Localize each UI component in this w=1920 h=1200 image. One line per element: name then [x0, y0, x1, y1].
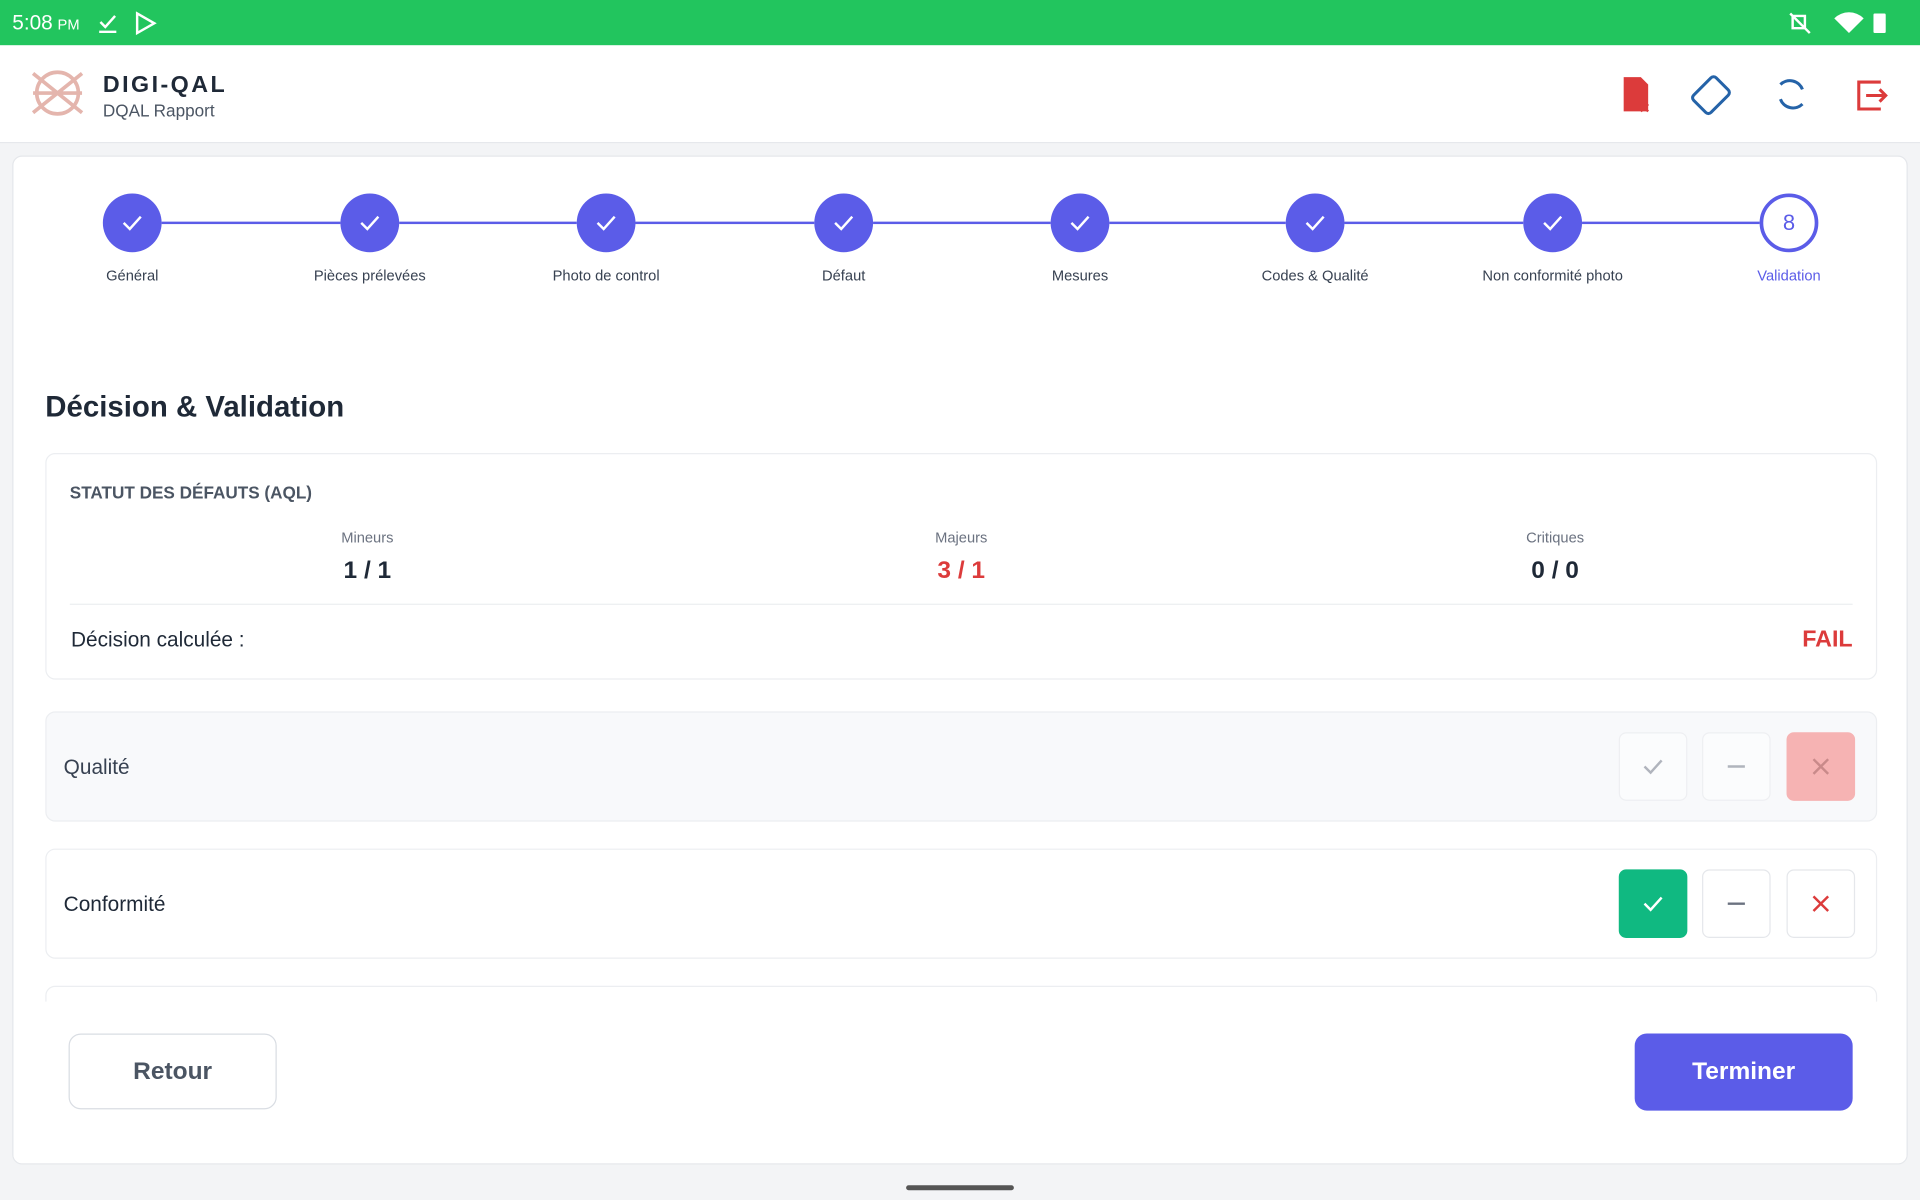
- step-circle[interactable]: [102, 193, 162, 253]
- step-label[interactable]: Codes & Qualité: [1261, 266, 1369, 285]
- quality-row: Qualité: [45, 711, 1878, 822]
- step-connector: [635, 221, 815, 225]
- aql-value: 0 / 0: [1531, 557, 1579, 585]
- divider: [69, 603, 1853, 605]
- aql-heading: STATUT DES DÉFAUTS (AQL): [69, 482, 313, 503]
- step-connector: [399, 221, 577, 225]
- app-header: DIGI-QAL DQAL Rapport: [0, 45, 1920, 144]
- step-circle[interactable]: [1050, 193, 1110, 253]
- step-circle[interactable]: [1285, 193, 1345, 253]
- step-circle[interactable]: [1523, 193, 1583, 253]
- status-bar: 5:08 PM: [0, 0, 1920, 46]
- status-icons: [99, 11, 157, 36]
- step-circle[interactable]: [340, 193, 400, 253]
- status-system-icons: [1789, 12, 1886, 34]
- step-connector: [1582, 221, 1760, 225]
- row-label: Qualité: [63, 755, 130, 779]
- neutral-button[interactable]: [1702, 732, 1771, 801]
- back-button[interactable]: Retour: [68, 1033, 277, 1110]
- step-label[interactable]: Défaut: [822, 266, 866, 285]
- step-connector: [1109, 221, 1286, 225]
- step-circle[interactable]: [576, 193, 636, 253]
- section-title: Décision & Validation: [45, 390, 345, 424]
- logo: [31, 70, 84, 116]
- approve-button[interactable]: [1618, 732, 1688, 801]
- step-connector: [161, 221, 341, 225]
- status-meridiem: PM: [57, 15, 80, 34]
- aql-value: 3 / 1: [937, 557, 986, 585]
- aql-label: Critiques: [1526, 528, 1585, 547]
- neutral-button[interactable]: [1702, 869, 1771, 938]
- step-circle[interactable]: [814, 193, 874, 253]
- aql-label: Mineurs: [341, 528, 394, 547]
- header-actions[interactable]: [1616, 72, 1898, 116]
- aql-card: STATUT DES DÉFAUTS (AQL) Mineurs 1 / 1 Maj…: [45, 453, 1878, 680]
- aql-value: 1 / 1: [343, 557, 392, 585]
- wizard-card: Général Pièces prélevées Photo de control D…: [12, 155, 1908, 1165]
- step-label[interactable]: Non conformité photo: [1482, 266, 1623, 285]
- aql-label: Majeurs: [935, 528, 988, 547]
- row-label: Conformité: [63, 892, 166, 916]
- conformity-row: Conformité: [45, 848, 1878, 959]
- reject-button[interactable]: [1786, 732, 1856, 801]
- app-title: DIGI-QAL: [102, 72, 228, 98]
- step-connector: [1344, 221, 1524, 225]
- finish-button[interactable]: Terminer: [1634, 1033, 1853, 1111]
- footer: Retour Terminer: [13, 1001, 1907, 1164]
- step-label[interactable]: Mesures: [1051, 266, 1109, 285]
- home-indicator: [906, 1185, 1014, 1191]
- step-label[interactable]: Photo de control: [552, 266, 660, 285]
- reject-button[interactable]: [1786, 869, 1856, 938]
- step-label[interactable]: Pièces prélevées: [313, 266, 426, 285]
- step-circle[interactable]: 8: [1759, 193, 1819, 253]
- stepper: Général Pièces prélevées Photo de control D…: [13, 157, 1906, 304]
- app-subtitle: DQAL Rapport: [102, 100, 215, 120]
- decision-label: Décision calculée :: [71, 628, 245, 652]
- decision-value: FAIL: [1802, 626, 1853, 653]
- step-connector: [873, 221, 1051, 225]
- step-label[interactable]: Général: [106, 266, 159, 285]
- status-time: 5:08: [12, 11, 53, 35]
- approve-button[interactable]: [1618, 869, 1688, 938]
- step-label[interactable]: Validation: [1757, 266, 1821, 285]
